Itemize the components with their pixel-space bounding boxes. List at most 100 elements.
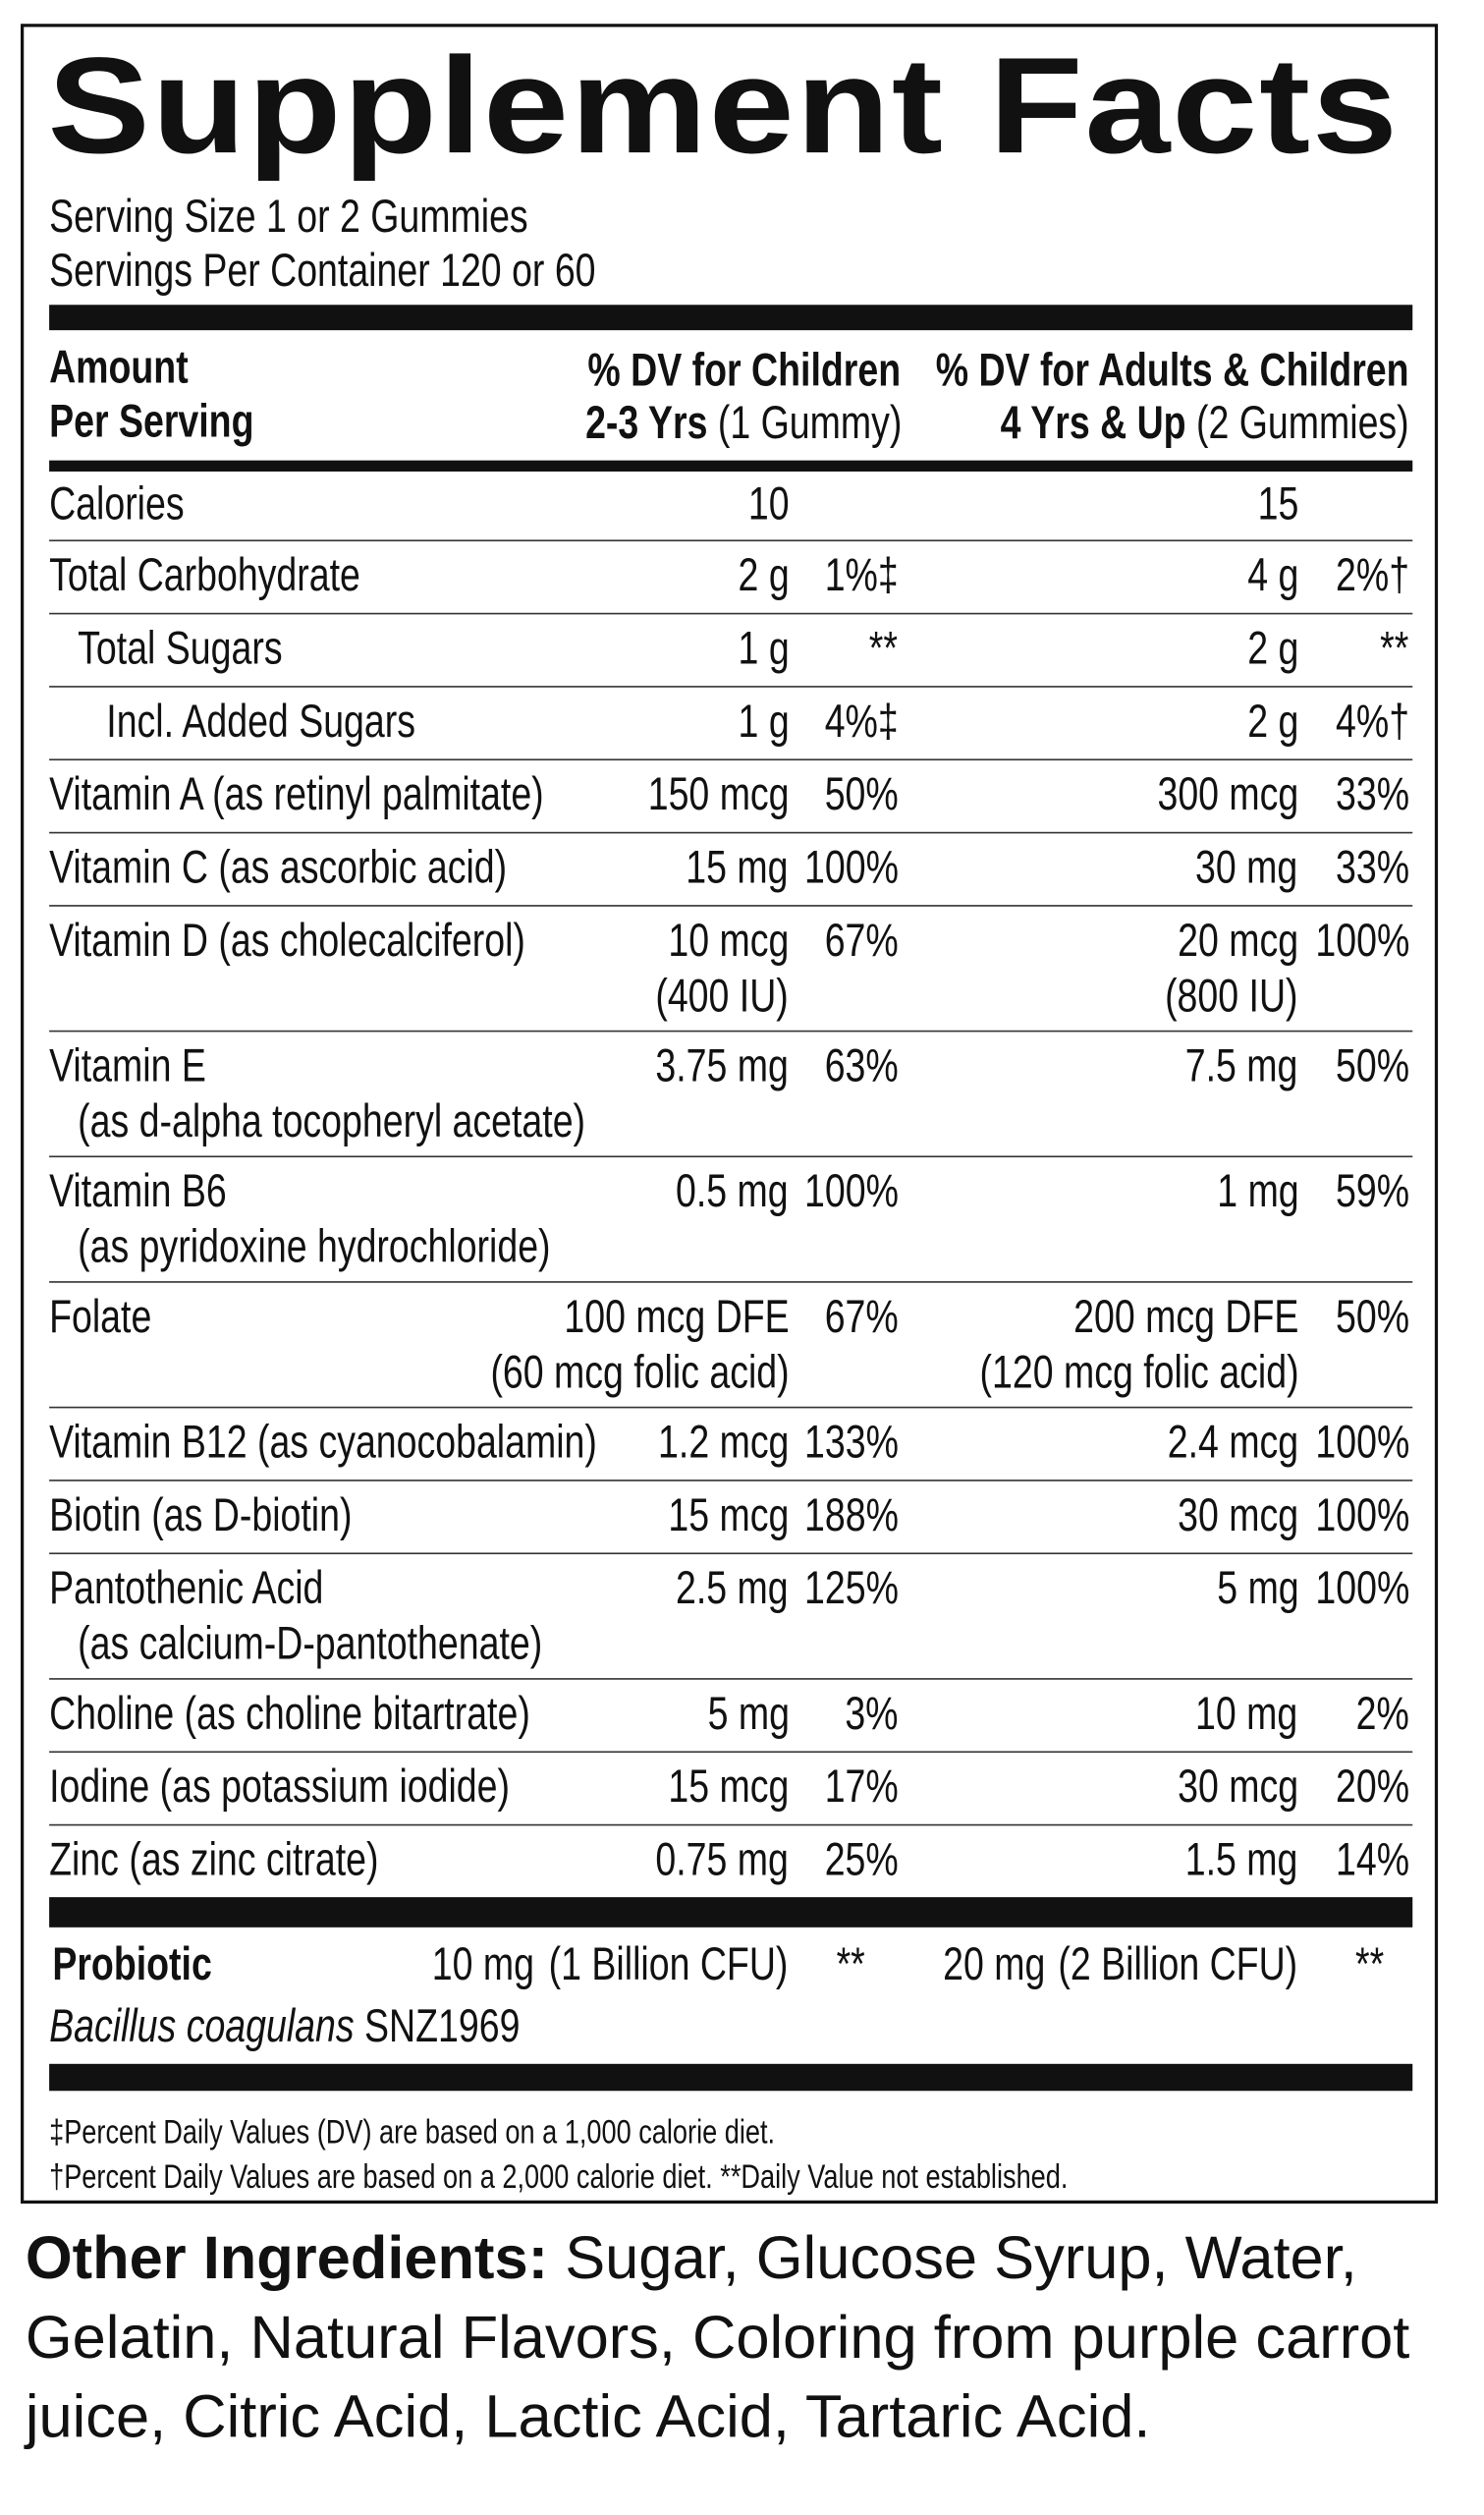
amount-adults: 200 mcg DFE	[1072, 1292, 1298, 1344]
serving-size: Serving Size 1 or 2 Gummies	[49, 192, 528, 244]
nutrient-name: Vitamin E	[49, 1041, 206, 1092]
divider-bar	[49, 305, 1413, 331]
dv-adults: **	[1380, 624, 1410, 675]
amount-children: 10 mcg	[668, 916, 790, 968]
amount-adults: 7.5 mg	[1185, 1041, 1298, 1092]
nutrient-name: Vitamin A (as retinyl palmitate)	[49, 769, 544, 821]
dv-adults: 59%	[1335, 1166, 1410, 1218]
row-rule	[49, 686, 1413, 688]
dv-children: 25%	[824, 1835, 899, 1886]
amount-children-extra: (60 mcg folic acid)	[489, 1347, 790, 1399]
header-adults-age: 4 Yrs & Up (2 Gummies)	[1001, 399, 1409, 450]
row-rule	[49, 1823, 1413, 1826]
amount-adults: 2.4 mcg	[1167, 1418, 1298, 1469]
amount-adults: 20 mcg	[1177, 916, 1298, 968]
dv-adults: 50%	[1335, 1292, 1410, 1344]
dv-children: 133%	[803, 1418, 899, 1469]
other-text: Sugar, Glucose Syrup, Water, Gelatin, Na…	[25, 2225, 1410, 2452]
divider-bar	[49, 460, 1413, 472]
strain: SNZ1969	[364, 2001, 521, 2053]
amount-children: 2 g	[738, 550, 790, 602]
amount-children: 0.75 mg	[655, 1835, 790, 1886]
title: Supplement Facts	[47, 29, 1400, 183]
row-rule	[49, 1678, 1413, 1680]
servings-per-container: Servings Per Container 120 or 60	[49, 246, 596, 298]
nutrient-name: Total Carbohydrate	[49, 550, 360, 602]
amount-adults: 2 g	[1246, 624, 1298, 675]
row-rule	[49, 612, 1413, 615]
amount-children: 2.5 mg	[676, 1563, 790, 1615]
age-range: 2-3 Yrs	[584, 398, 708, 450]
amount-adults: 300 mcg	[1157, 769, 1298, 821]
row-rule	[49, 1281, 1413, 1283]
nutrient-name: Vitamin C (as ascorbic acid)	[49, 843, 508, 894]
dv-adults: 2%	[1355, 1689, 1410, 1741]
dv-adults: 2%†	[1335, 550, 1410, 602]
amount-adults: 30 mg	[1195, 843, 1298, 894]
row-rule	[49, 1155, 1413, 1158]
other-label: Other Ingredients:	[25, 2225, 549, 2293]
dv-children: 100%	[803, 843, 899, 894]
nutrient-name: Pantothenic Acid	[49, 1563, 324, 1615]
row-rule	[49, 905, 1413, 907]
row-rule	[49, 1030, 1413, 1033]
dv-adults: 100%	[1315, 1563, 1410, 1615]
row-rule	[49, 1480, 1413, 1481]
row-rule	[49, 1751, 1413, 1754]
dv-children: 100%	[803, 1166, 899, 1218]
dv-adults: 100%	[1315, 916, 1410, 968]
header-amount: Amount	[49, 343, 189, 394]
dv-adults: 33%	[1335, 769, 1410, 821]
dv-children: 63%	[824, 1041, 899, 1092]
amount-children: 150 mcg	[647, 769, 790, 821]
dv-children: **	[869, 624, 899, 675]
row-rule	[49, 831, 1413, 834]
dv-adults: 4%†	[1335, 697, 1410, 749]
serving-count: (1 Gummy)	[717, 398, 902, 450]
amount-children: 5 mg	[706, 1689, 790, 1741]
nutrient-name: Vitamin B6	[49, 1166, 227, 1218]
amount-adults: 1 mg	[1216, 1166, 1298, 1218]
dv-children: 17%	[824, 1761, 899, 1814]
amount-children: 1 g	[738, 624, 790, 675]
dv-children: 188%	[803, 1490, 899, 1542]
probiotic-amount-children: 10 mg	[432, 1939, 535, 1991]
amount-adults: 15	[1257, 479, 1298, 531]
nutrient-name: Calories	[49, 479, 185, 531]
amount-children: 15 mcg	[668, 1761, 790, 1814]
dv-adults: 100%	[1315, 1490, 1410, 1542]
amount-adults: 30 mcg	[1177, 1490, 1298, 1542]
amount-adults: 1.5 mg	[1185, 1835, 1298, 1886]
dv-children: 67%	[824, 1292, 899, 1344]
amount-adults-extra: (800 IU)	[1165, 971, 1298, 1023]
other-ingredients: Other Ingredients: Sugar, Glucose Syrup,…	[26, 2219, 1454, 2457]
dv-children: 67%	[824, 916, 899, 968]
amount-children-extra: (400 IU)	[655, 971, 790, 1023]
probiotic-dv-children: **	[836, 1939, 865, 1991]
dv-adults: 50%	[1335, 1041, 1410, 1092]
amount-children: 1 g	[738, 697, 790, 749]
dv-children: 1%‡	[824, 550, 899, 602]
nutrient-name: Total Sugars	[78, 624, 283, 675]
amount-adults-extra: (120 mcg folic acid)	[978, 1347, 1298, 1399]
amount-adults: 5 mg	[1216, 1563, 1298, 1615]
nutrient-name: Incl. Added Sugars	[106, 697, 416, 749]
divider-bar	[49, 2063, 1413, 2092]
amount-children: 1.2 mcg	[657, 1418, 790, 1469]
row-rule	[49, 758, 1413, 761]
footnote: ‡Percent Daily Values (DV) are based on …	[49, 2114, 776, 2152]
dv-children: 3%	[845, 1689, 899, 1741]
probiotic-dv-adults: **	[1355, 1939, 1385, 1991]
amount-adults: 2 g	[1246, 697, 1298, 749]
row-rule	[49, 1406, 1413, 1409]
nutrient-name: Folate	[49, 1292, 152, 1344]
dv-children: 4%‡	[824, 697, 899, 749]
probiotic-cfu-children: (1 Billion CFU)	[549, 1939, 790, 1991]
probiotic-cfu-adults: (2 Billion CFU)	[1059, 1939, 1298, 1991]
nutrient-name: Zinc (as zinc citrate)	[49, 1835, 379, 1886]
probiotic-name: Probiotic	[52, 1939, 212, 1991]
amount-children: 10	[747, 479, 790, 531]
header-amount: Per Serving	[49, 397, 254, 448]
amount-children: 15 mg	[686, 843, 790, 894]
